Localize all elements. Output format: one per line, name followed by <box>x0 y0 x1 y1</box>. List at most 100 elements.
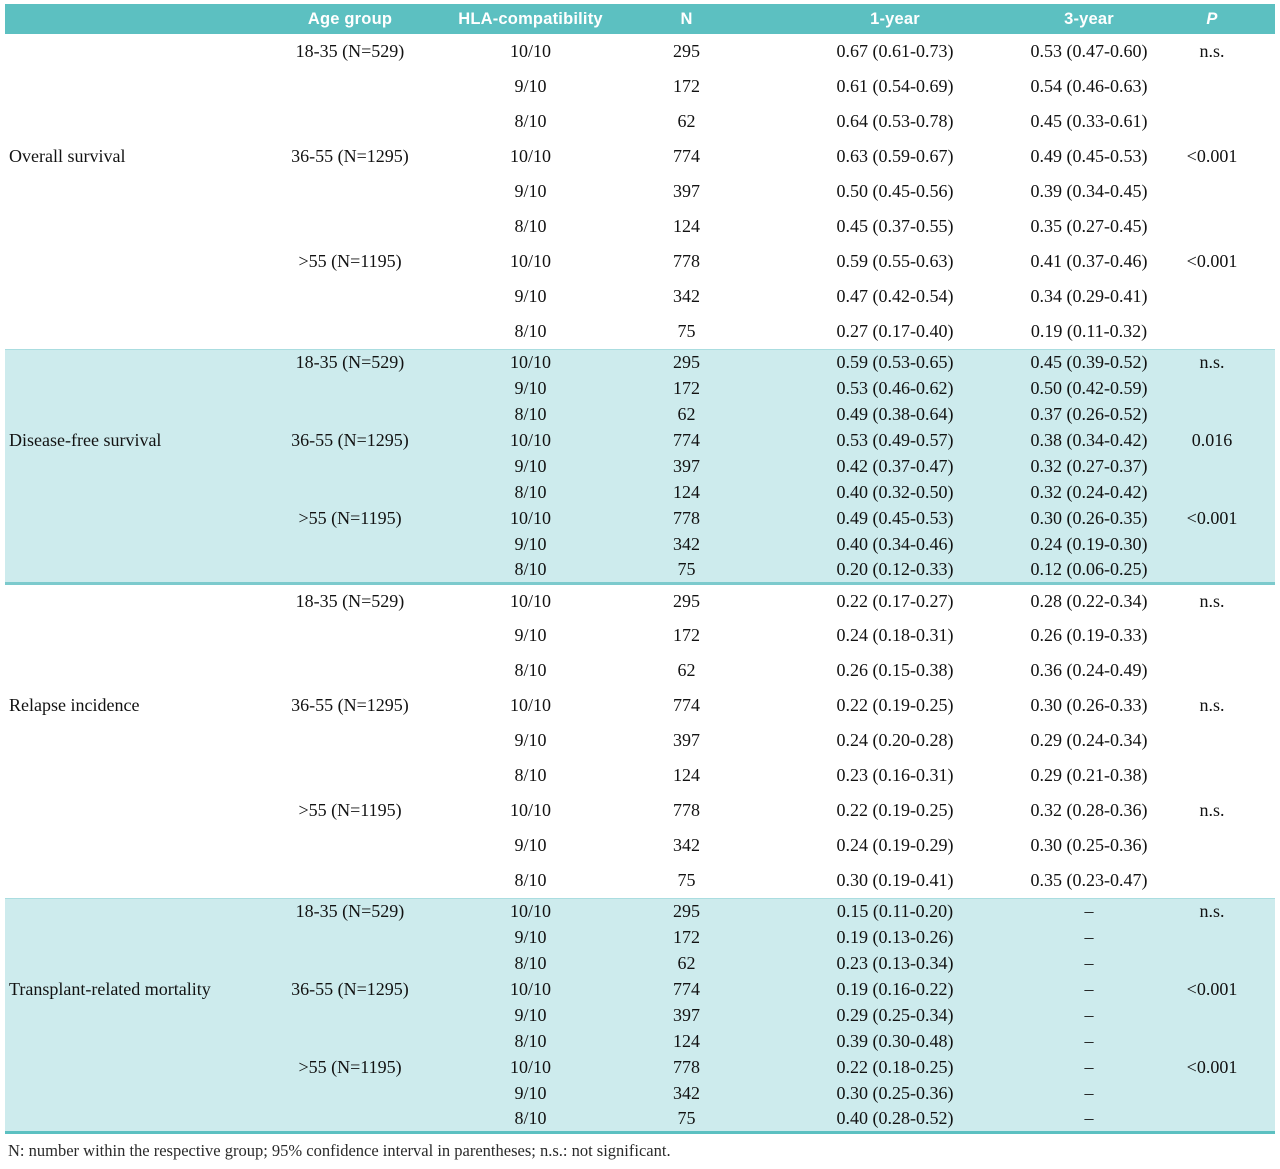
hla-value: 10/10 <box>449 897 612 924</box>
n-value: 397 <box>612 174 761 209</box>
hla-value: 9/10 <box>449 924 612 950</box>
n-value: 124 <box>612 209 761 244</box>
table-row: 8/10 75 0.27 (0.17-0.40) 0.19 (0.11-0.32) <box>5 314 1275 349</box>
section-label <box>5 618 251 653</box>
p-value: <0.001 <box>1149 505 1275 531</box>
n-value: 124 <box>612 479 761 505</box>
one-year-value: 0.23 (0.13-0.34) <box>761 950 1029 976</box>
n-value: 75 <box>612 314 761 349</box>
col-header-hla-compatibility: HLA-compatibility <box>449 4 612 34</box>
section-label <box>5 505 251 531</box>
three-year-value: 0.50 (0.42-0.59) <box>1029 375 1149 401</box>
p-value <box>1149 209 1275 244</box>
table-row: Overall survival 36-55 (N=1295) 10/10 774 0.… <box>5 139 1275 174</box>
n-value: 62 <box>612 653 761 688</box>
hla-value: 9/10 <box>449 453 612 479</box>
p-value <box>1149 174 1275 209</box>
age-group-label <box>251 69 449 104</box>
p-value <box>1149 531 1275 557</box>
p-value <box>1149 104 1275 139</box>
section-label <box>5 557 251 585</box>
hla-value: 10/10 <box>449 244 612 279</box>
hla-value: 10/10 <box>449 139 612 174</box>
table-row: 9/10 172 0.24 (0.18-0.31) 0.26 (0.19-0.33) <box>5 618 1275 653</box>
one-year-value: 0.15 (0.11-0.20) <box>761 897 1029 924</box>
hla-value: 10/10 <box>449 793 612 828</box>
section-label <box>5 375 251 401</box>
age-group-label <box>251 557 449 585</box>
col-header-n: N <box>612 4 761 34</box>
age-group-label <box>251 531 449 557</box>
p-value <box>1149 1106 1275 1134</box>
p-value: n.s. <box>1149 348 1275 375</box>
age-group-label: 36-55 (N=1295) <box>251 976 449 1002</box>
n-value: 774 <box>612 688 761 723</box>
one-year-value: 0.22 (0.17-0.27) <box>761 583 1029 618</box>
p-value <box>1149 950 1275 976</box>
age-group-label: >55 (N=1195) <box>251 244 449 279</box>
header-row: Age group HLA-compatibility N 1-year 3-y… <box>5 4 1275 34</box>
three-year-value: – <box>1029 1080 1149 1106</box>
three-year-value: 0.32 (0.27-0.37) <box>1029 453 1149 479</box>
table-row: 9/10 172 0.19 (0.13-0.26) – <box>5 924 1275 950</box>
n-value: 172 <box>612 618 761 653</box>
p-value: 0.016 <box>1149 427 1275 453</box>
n-value: 778 <box>612 793 761 828</box>
section-label <box>5 244 251 279</box>
table-row: 8/10 124 0.45 (0.37-0.55) 0.35 (0.27-0.45) <box>5 209 1275 244</box>
n-value: 75 <box>612 863 761 898</box>
three-year-value: 0.53 (0.47-0.60) <box>1029 34 1149 69</box>
table-row: 8/10 124 0.39 (0.30-0.48) – <box>5 1028 1275 1054</box>
hla-value: 10/10 <box>449 583 612 618</box>
p-value: <0.001 <box>1149 976 1275 1002</box>
three-year-value: 0.26 (0.19-0.33) <box>1029 618 1149 653</box>
table-row: 8/10 124 0.23 (0.16-0.31) 0.29 (0.21-0.38) <box>5 758 1275 793</box>
hla-value: 10/10 <box>449 505 612 531</box>
one-year-value: 0.53 (0.46-0.62) <box>761 375 1029 401</box>
section-label: Relapse incidence <box>5 688 251 723</box>
hla-value: 10/10 <box>449 34 612 69</box>
section-label <box>5 897 251 924</box>
one-year-value: 0.22 (0.18-0.25) <box>761 1054 1029 1080</box>
table-row: 9/10 397 0.42 (0.37-0.47) 0.32 (0.27-0.37) <box>5 453 1275 479</box>
one-year-value: 0.24 (0.20-0.28) <box>761 723 1029 758</box>
section-label <box>5 401 251 427</box>
three-year-value: 0.30 (0.26-0.33) <box>1029 688 1149 723</box>
hla-value: 9/10 <box>449 828 612 863</box>
n-value: 342 <box>612 531 761 557</box>
three-year-value: 0.32 (0.24-0.42) <box>1029 479 1149 505</box>
section-label <box>5 950 251 976</box>
section-label <box>5 314 251 349</box>
table-row: 9/10 397 0.24 (0.20-0.28) 0.29 (0.24-0.34) <box>5 723 1275 758</box>
hla-value: 8/10 <box>449 401 612 427</box>
n-value: 774 <box>612 139 761 174</box>
age-group-label: 36-55 (N=1295) <box>251 427 449 453</box>
three-year-value: 0.30 (0.26-0.35) <box>1029 505 1149 531</box>
one-year-value: 0.20 (0.12-0.33) <box>761 557 1029 585</box>
three-year-value: 0.41 (0.37-0.46) <box>1029 244 1149 279</box>
table-row: 8/10 62 0.49 (0.38-0.64) 0.37 (0.26-0.52) <box>5 401 1275 427</box>
one-year-value: 0.49 (0.38-0.64) <box>761 401 1029 427</box>
n-value: 295 <box>612 348 761 375</box>
table-row: 9/10 342 0.24 (0.19-0.29) 0.30 (0.25-0.36) <box>5 828 1275 863</box>
three-year-value: 0.34 (0.29-0.41) <box>1029 279 1149 314</box>
table-row: >55 (N=1195) 10/10 778 0.22 (0.19-0.25) 0.32… <box>5 793 1275 828</box>
p-value <box>1149 279 1275 314</box>
table-row: 8/10 75 0.40 (0.28-0.52) – <box>5 1106 1275 1134</box>
age-group-label <box>251 375 449 401</box>
table-row: 8/10 75 0.30 (0.19-0.41) 0.35 (0.23-0.47) <box>5 863 1275 898</box>
section-label <box>5 583 251 618</box>
age-group-label <box>251 209 449 244</box>
hla-value: 8/10 <box>449 950 612 976</box>
p-value <box>1149 653 1275 688</box>
n-value: 75 <box>612 557 761 585</box>
p-value <box>1149 453 1275 479</box>
p-value <box>1149 924 1275 950</box>
one-year-value: 0.63 (0.59-0.67) <box>761 139 1029 174</box>
section-label <box>5 209 251 244</box>
age-group-label <box>251 104 449 139</box>
col-header-age-group: Age group <box>251 4 449 34</box>
section-relapse-incidence: 18-35 (N=529) 10/10 295 0.22 (0.17-0.27) 0.2… <box>5 583 1275 898</box>
hla-value: 8/10 <box>449 104 612 139</box>
